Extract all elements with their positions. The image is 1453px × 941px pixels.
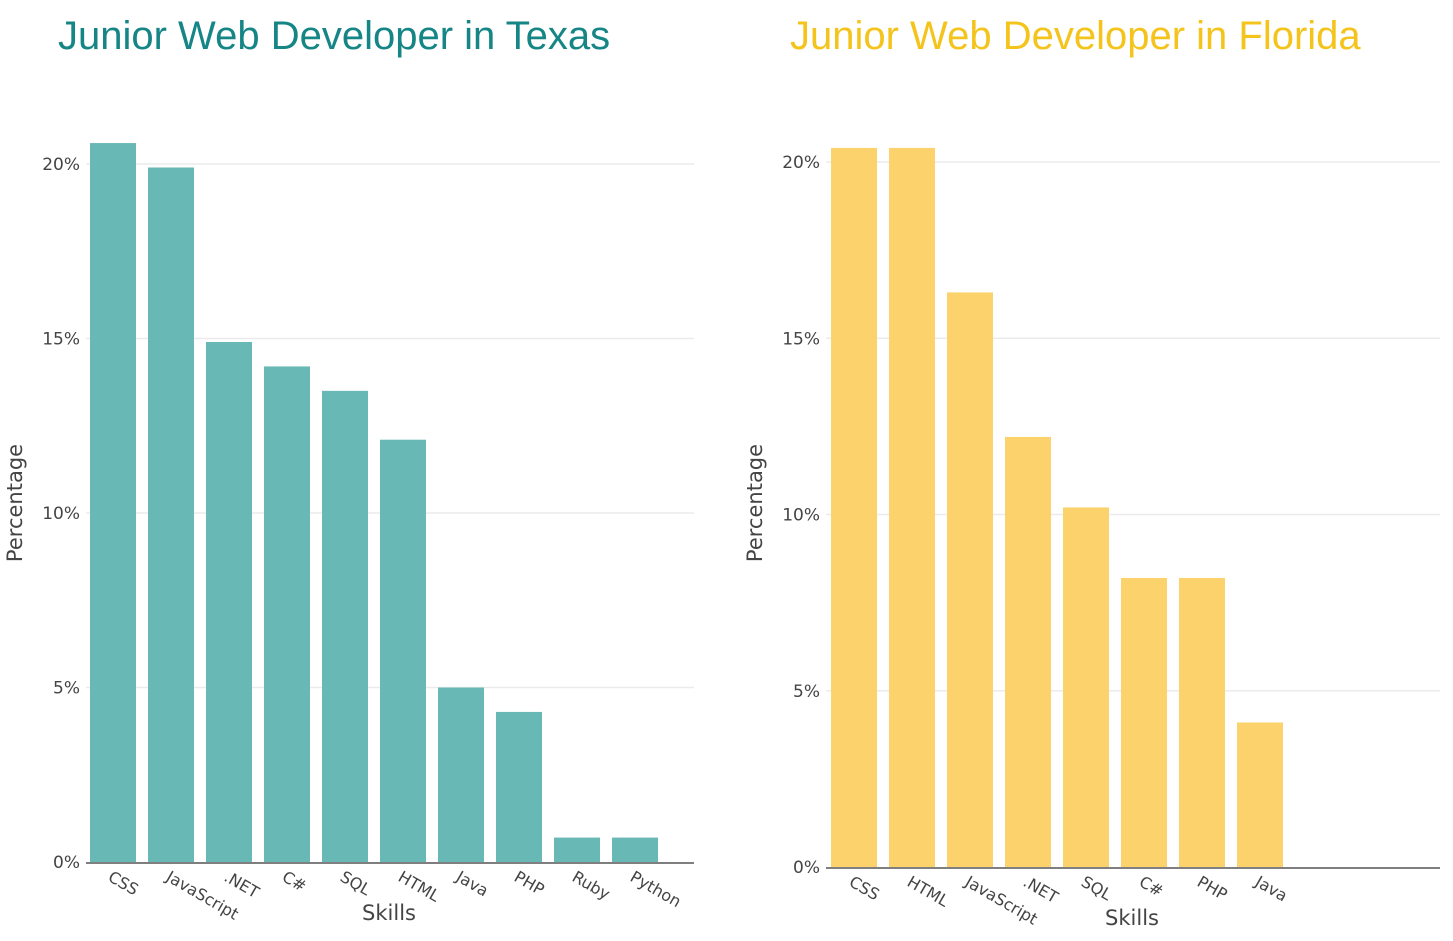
texas-bar-css — [90, 143, 136, 862]
chart-title-florida: Junior Web Developer in Florida — [790, 14, 1361, 58]
texas-x-tick-label: Ruby — [569, 867, 613, 904]
texas-y-tick-label: 15% — [42, 330, 80, 350]
texas-x-tick-label: PHP — [511, 867, 548, 899]
texas-bar-javascript — [148, 167, 194, 863]
chart-title-texas: Junior Web Developer in Texas — [58, 14, 611, 58]
texas-x-tick-label: SQL — [337, 867, 374, 899]
texas-x-tick-label: C# — [279, 867, 310, 896]
texas-x-tick-label: .NET — [221, 867, 263, 902]
texas-y-tick-label: 5% — [53, 679, 80, 699]
texas-bar-sql — [322, 390, 368, 862]
texas-y-tick-label: 20% — [42, 155, 80, 175]
texas-y-tick-label: 10% — [42, 504, 80, 524]
texas-bar-ruby — [554, 837, 600, 862]
texas-bar-php — [496, 711, 542, 862]
texas-x-tick-label: HTML — [395, 867, 443, 906]
texas-bar-html — [380, 439, 426, 862]
texas-x-tick-label: CSS — [105, 867, 142, 899]
texas-y-axis-title: Percentage — [3, 444, 27, 562]
texas-bar-java — [438, 687, 484, 862]
texas-x-tick-label: Java — [452, 867, 492, 901]
texas-x-tick-label: Python — [627, 867, 685, 911]
texas-bar-c — [264, 366, 310, 862]
texas-y-tick-label: 0% — [53, 853, 80, 873]
texas-bar-net — [206, 341, 252, 862]
texas-x-axis-title: Skills — [362, 901, 416, 925]
texas-bar-python — [612, 837, 658, 862]
